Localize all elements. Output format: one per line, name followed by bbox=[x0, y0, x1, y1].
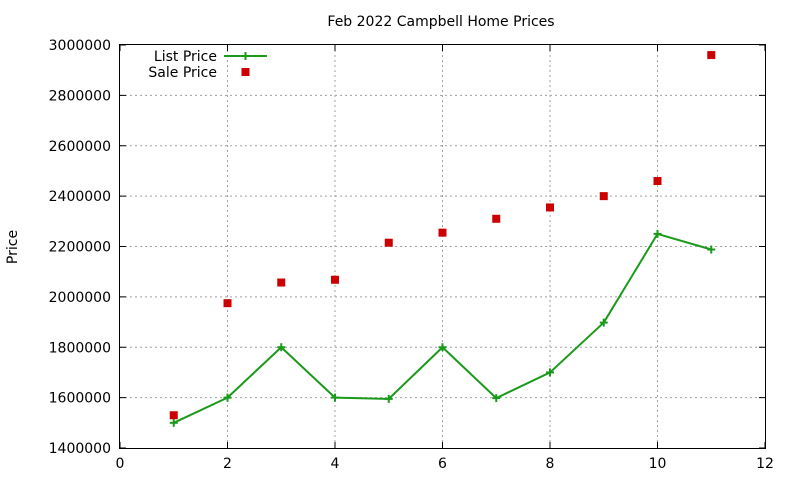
legend-label: List Price bbox=[154, 49, 217, 65]
grid bbox=[120, 45, 765, 448]
data-point bbox=[223, 299, 232, 308]
x-tick-label: 2 bbox=[223, 456, 232, 472]
x-tick-label: 4 bbox=[331, 456, 340, 472]
data-point bbox=[599, 318, 608, 327]
axis-ticks: 0 2 4 6 8 10 12 1400000 1600000 1800000 2000000 220… bbox=[49, 38, 774, 472]
data-point bbox=[331, 275, 339, 284]
legend-marker bbox=[241, 68, 250, 76]
series-0 bbox=[169, 229, 716, 427]
data-point bbox=[331, 393, 339, 402]
legend-marker bbox=[241, 52, 250, 60]
data-point bbox=[546, 203, 554, 212]
series-layer bbox=[169, 51, 716, 427]
series-1 bbox=[169, 51, 716, 420]
y-tick-label: 2600000 bbox=[49, 139, 111, 155]
data-point bbox=[384, 238, 393, 247]
chart-title: Feb 2022 Campbell Home Prices bbox=[327, 14, 554, 30]
data-point bbox=[438, 228, 447, 237]
data-point bbox=[492, 394, 501, 403]
x-tick-label: 10 bbox=[649, 456, 667, 472]
y-axis-label: Price bbox=[5, 230, 21, 264]
data-point bbox=[277, 278, 286, 287]
data-point bbox=[546, 368, 554, 377]
data-point bbox=[169, 411, 178, 420]
y-tick-label: 2200000 bbox=[49, 240, 111, 256]
legend-label: Sale Price bbox=[148, 65, 217, 81]
data-point bbox=[653, 177, 662, 186]
data-point bbox=[438, 343, 447, 352]
data-point bbox=[169, 418, 178, 427]
x-tick-label: 6 bbox=[438, 456, 447, 472]
data-point bbox=[707, 51, 716, 60]
y-tick-label: 2400000 bbox=[49, 189, 111, 205]
series-line bbox=[173, 232, 712, 424]
data-point bbox=[492, 214, 501, 223]
data-point bbox=[707, 245, 716, 254]
y-tick-label: 2000000 bbox=[49, 290, 111, 306]
y-tick-label: 2800000 bbox=[49, 88, 111, 104]
y-tick-label: 1800000 bbox=[49, 340, 111, 356]
data-point bbox=[599, 192, 608, 201]
data-point bbox=[653, 229, 662, 238]
x-tick-label: 12 bbox=[756, 456, 774, 472]
data-point bbox=[277, 343, 286, 352]
y-tick-label: 3000000 bbox=[49, 38, 111, 54]
x-tick-label: 0 bbox=[116, 456, 125, 472]
x-tick-label: 8 bbox=[546, 456, 555, 472]
data-point bbox=[384, 394, 393, 403]
plot-frame bbox=[119, 44, 766, 449]
y-tick-label: 1600000 bbox=[49, 391, 111, 407]
y-tick-label: 1400000 bbox=[49, 441, 111, 457]
data-point bbox=[223, 393, 232, 402]
